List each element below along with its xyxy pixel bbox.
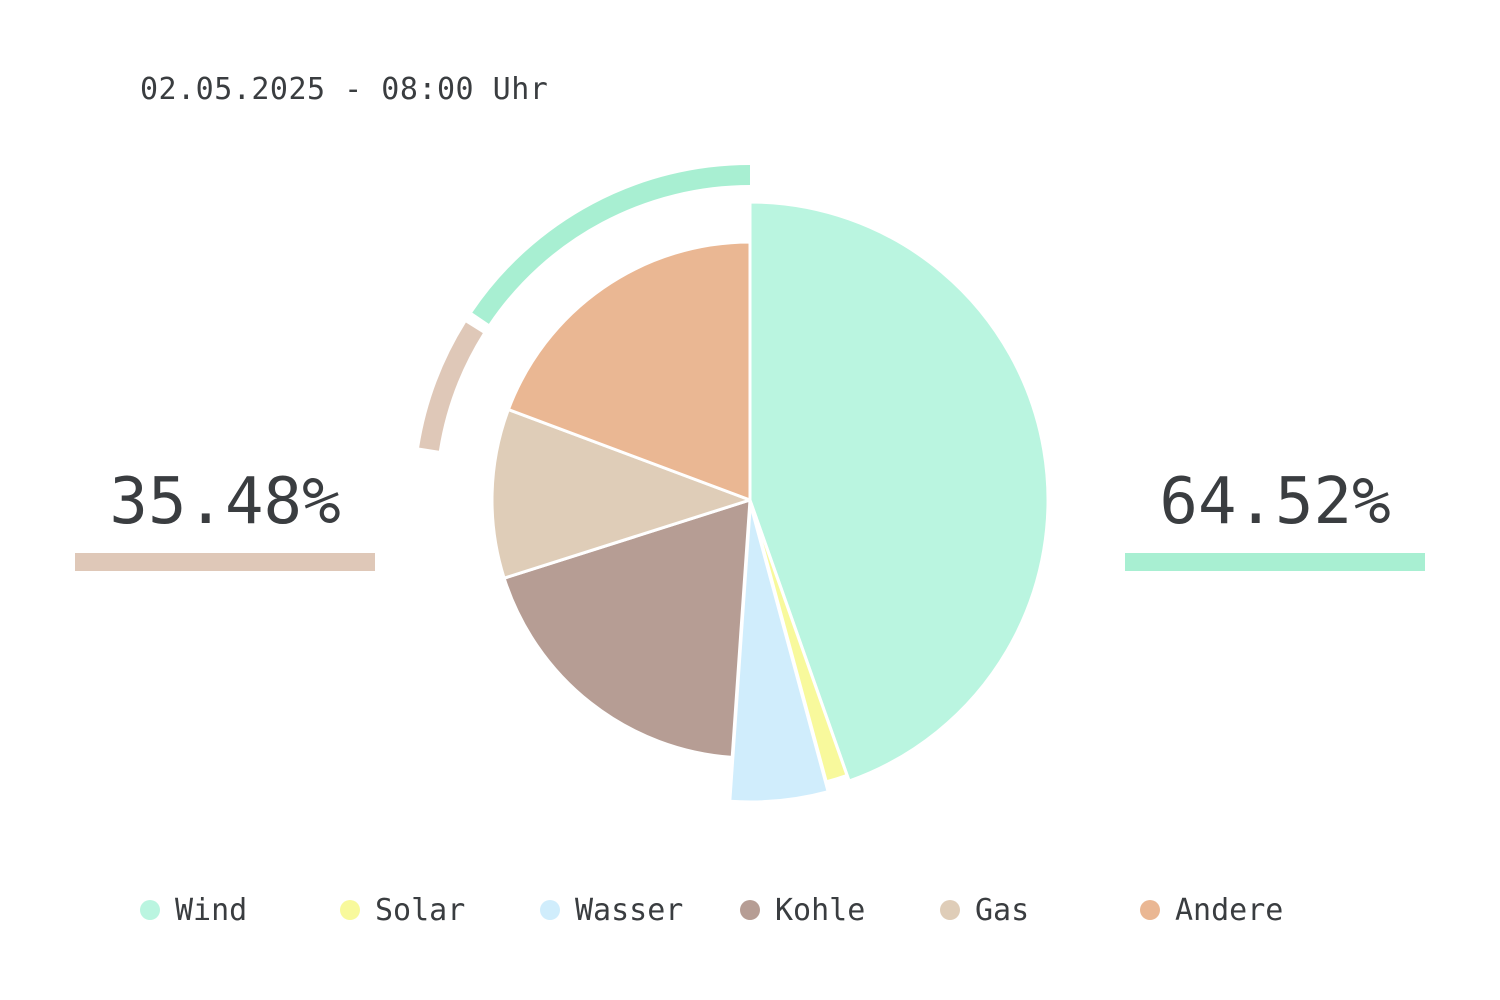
legend-label-andere: Andere: [1175, 892, 1284, 928]
pie-slice-kohle[interactable]: [502, 498, 752, 759]
right-percentage-bar: [1125, 553, 1425, 571]
left-percentage: 35.48%: [109, 465, 341, 539]
legend-label-kohle: Kohle: [775, 892, 866, 928]
legend-item-andere[interactable]: Andere: [1140, 890, 1283, 930]
legend-item-kohle[interactable]: Kohle: [740, 890, 865, 930]
legend-item-gas[interactable]: Gas: [940, 890, 1029, 930]
chart-legend: Wind Solar Wasser Kohle Gas Andere: [140, 890, 1400, 930]
legend-label-wind: Wind: [175, 892, 248, 928]
legend-dot-wind: [140, 900, 160, 920]
legend-item-solar[interactable]: Solar: [340, 890, 465, 930]
pie-slice-andere[interactable]: [506, 240, 752, 502]
pie-slices: [490, 200, 1050, 804]
left-percentage-bar: [75, 553, 375, 571]
outer-ring: [419, 165, 751, 451]
legend-label-wasser: Wasser: [575, 892, 684, 928]
outer-ring-arc-left: [419, 322, 483, 451]
outer-ring-arc-right: [472, 165, 751, 324]
legend-dot-kohle: [740, 900, 760, 920]
legend-item-wasser[interactable]: Wasser: [540, 890, 683, 930]
legend-dot-andere: [1140, 900, 1160, 920]
legend-label-solar: Solar: [375, 892, 466, 928]
pie-slice-wasser[interactable]: [728, 502, 830, 804]
legend-label-gas: Gas: [975, 892, 1030, 928]
right-percentage: 64.52%: [1159, 465, 1391, 539]
legend-dot-gas: [940, 900, 960, 920]
legend-dot-solar: [340, 900, 360, 920]
chart-timestamp: 02.05.2025 - 08:00 Uhr: [140, 72, 549, 107]
pie-slice-wind[interactable]: [748, 200, 1050, 783]
legend-item-wind[interactable]: Wind: [140, 890, 247, 930]
legend-dot-wasser: [540, 900, 560, 920]
pie-slice-gas[interactable]: [490, 408, 752, 580]
